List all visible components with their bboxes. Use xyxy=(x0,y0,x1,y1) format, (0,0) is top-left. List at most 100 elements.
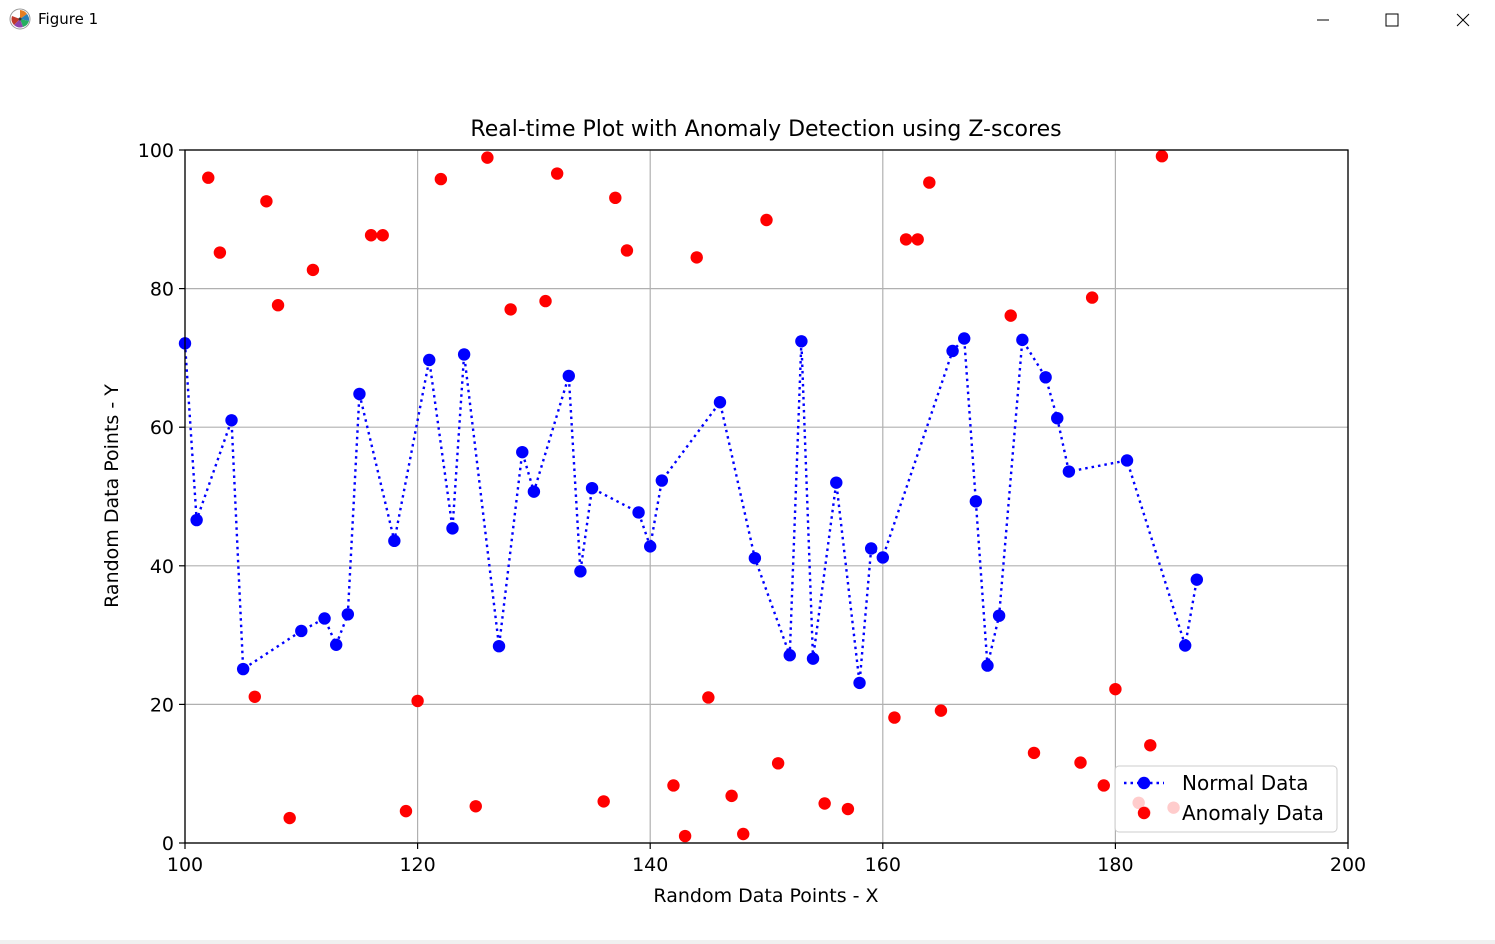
y-tick-label: 20 xyxy=(150,694,174,716)
x-tick-label: 100 xyxy=(167,854,203,876)
anomaly-data-point xyxy=(504,303,517,316)
normal-data-point xyxy=(585,481,599,495)
normal-data-point xyxy=(1062,465,1076,478)
normal-data-point xyxy=(423,353,436,367)
normal-data-point xyxy=(190,513,203,527)
anomaly-data-point xyxy=(550,167,564,180)
legend: Normal Data Anomaly Data xyxy=(1114,765,1338,833)
normal-data-point xyxy=(562,369,575,383)
anomaly-data-point xyxy=(1109,682,1122,696)
anomaly-data-point xyxy=(597,795,610,808)
anomaly-data-point xyxy=(899,233,913,246)
normal-data-point xyxy=(341,608,355,621)
normal-data-point xyxy=(876,551,889,564)
normal-data-point xyxy=(457,348,471,361)
anomaly-data-point xyxy=(690,251,703,264)
y-tick-label: 0 xyxy=(162,833,174,855)
anomaly-data-point xyxy=(702,691,715,704)
x-tick-label: 200 xyxy=(1330,854,1366,876)
maximize-icon xyxy=(1385,13,1399,27)
window-bottom-border xyxy=(0,940,1495,944)
y-tick-label: 40 xyxy=(150,556,174,578)
normal-data-points xyxy=(178,332,1204,690)
anomaly-data-point xyxy=(737,827,750,841)
matplotlib-logo-icon xyxy=(9,8,31,30)
normal-data-point xyxy=(574,565,587,578)
x-tick-label: 120 xyxy=(399,854,435,876)
anomaly-data-point xyxy=(306,263,320,277)
anomaly-data-point xyxy=(678,829,692,843)
anomaly-data-point xyxy=(364,229,378,242)
normal-data-point xyxy=(864,542,878,555)
normal-data-point xyxy=(644,540,657,553)
normal-data-point xyxy=(748,551,762,565)
anomaly-data-point xyxy=(469,800,482,813)
normal-data-point xyxy=(492,639,506,653)
anomaly-data-point xyxy=(1097,779,1110,792)
window-titlebar: Figure 1 xyxy=(0,0,1495,40)
y-tick-label: 100 xyxy=(138,140,174,162)
anomaly-data-point xyxy=(1144,739,1157,752)
anomaly-data-point xyxy=(248,690,261,703)
anomaly-data-point xyxy=(213,246,227,259)
normal-data-point xyxy=(992,609,1006,622)
anomaly-data-point xyxy=(923,176,936,189)
legend-anomaly-marker xyxy=(1137,806,1151,820)
normal-data-point xyxy=(655,474,669,487)
window-title: Figure 1 xyxy=(38,10,99,28)
normal-data-point xyxy=(236,662,250,676)
anomaly-data-point xyxy=(202,171,215,184)
normal-data-point xyxy=(329,638,343,652)
maximize-button[interactable] xyxy=(1357,0,1427,40)
anomaly-data-point xyxy=(376,229,389,242)
normal-data-point xyxy=(1039,371,1052,384)
close-button[interactable] xyxy=(1428,0,1495,40)
normal-data-point xyxy=(1190,573,1204,586)
anomaly-data-point xyxy=(1074,756,1087,769)
normal-data-point xyxy=(388,534,401,548)
normal-data-point xyxy=(853,676,866,690)
close-icon xyxy=(1456,13,1470,27)
legend-anomaly-label: Anomaly Data xyxy=(1182,801,1324,825)
normal-data-point xyxy=(1051,411,1064,425)
anomaly-data-point xyxy=(271,299,285,312)
anomaly-data-point xyxy=(760,213,773,227)
anomaly-data-point xyxy=(888,711,901,724)
anomaly-data-point xyxy=(818,797,831,810)
anomaly-data-point xyxy=(1027,746,1041,760)
normal-data-series-line xyxy=(183,335,1198,684)
anomaly-data-point xyxy=(1155,150,1169,163)
normal-data-line xyxy=(183,335,1198,684)
anomaly-data-point xyxy=(283,811,296,825)
normal-data-point xyxy=(1178,639,1192,652)
axis-ticks: 100 120 140 160 180 200 0 20 40 60 80 100 xyxy=(138,140,1366,876)
anomaly-data-point xyxy=(481,151,494,164)
anomaly-data-point xyxy=(1004,309,1017,322)
x-tick-label: 180 xyxy=(1097,854,1133,876)
chart-title: Real-time Plot with Anomaly Detection us… xyxy=(470,117,1061,142)
minimize-button[interactable] xyxy=(1288,0,1358,40)
grid-lines xyxy=(184,149,1349,844)
normal-data-point xyxy=(527,485,541,498)
normal-data-point xyxy=(295,624,308,638)
plot-frame xyxy=(184,149,1349,844)
anomaly-data-point xyxy=(771,757,785,770)
figure-canvas: Real-time Plot with Anomaly Detection us… xyxy=(0,40,1495,940)
anomaly-data-point xyxy=(725,789,738,803)
minimize-icon xyxy=(1316,13,1330,27)
normal-data-point xyxy=(830,476,843,489)
anomaly-data-point xyxy=(539,294,552,308)
normal-data-point xyxy=(516,445,529,459)
normal-data-point xyxy=(318,612,331,625)
anomaly-data-point xyxy=(667,779,680,792)
anomaly-data-point xyxy=(434,172,448,186)
normal-data-point xyxy=(795,335,808,348)
normal-data-point xyxy=(446,522,459,535)
scatter-chart: Real-time Plot with Anomaly Detection us… xyxy=(101,117,1366,907)
y-axis-label: Random Data Points - Y xyxy=(101,384,123,608)
normal-data-point xyxy=(783,648,796,662)
anomaly-data-point xyxy=(934,704,948,717)
normal-data-point xyxy=(225,414,238,427)
normal-data-point xyxy=(958,332,971,345)
anomaly-data-point xyxy=(411,694,424,708)
